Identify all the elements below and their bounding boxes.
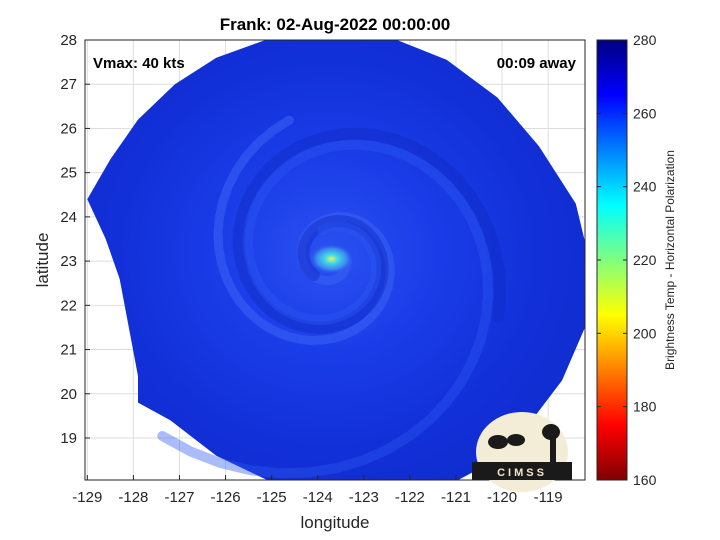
x-tick-label: -129 — [72, 489, 102, 506]
spiral-band — [213, 115, 395, 346]
timing-annotation: 00:09 away — [497, 55, 577, 72]
logo-dish-left — [488, 435, 508, 449]
x-tick-label: -122 — [395, 489, 425, 506]
y-axis: 19 20 21 22 23 24 25 26 27 28 — [60, 32, 90, 447]
vmax-annotation: Vmax: 40 kts — [93, 55, 185, 72]
x-tick-label: -123 — [349, 489, 379, 506]
x-tick-label: -121 — [441, 489, 471, 506]
colorbar — [596, 39, 628, 481]
x-tick-label: -120 — [487, 489, 517, 506]
logo-text: CIMSS — [497, 467, 547, 479]
colorbar-tick-label: 200 — [633, 325, 657, 341]
colorbar-label: Brightness Temp - Horizontal Polarizatio… — [663, 150, 677, 370]
spiral-band — [157, 139, 494, 479]
logo-tower-top — [542, 424, 560, 440]
x-tick-label: -127 — [164, 489, 194, 506]
x-axis: -129 -128 -127 -126 -125 -124 -123 -122 -121 -120… — [72, 475, 563, 506]
y-axis-label: latitude — [33, 233, 52, 288]
y-tick-label: 19 — [60, 430, 77, 447]
x-tick-label: -126 — [211, 489, 241, 506]
plot-frame — [84, 39, 586, 481]
satellite-swath — [87, 40, 585, 480]
y-tick-label: 23 — [60, 253, 77, 270]
x-axis-label: longitude — [300, 513, 369, 532]
logo-banner — [472, 462, 572, 480]
y-tick-label: 26 — [60, 120, 77, 137]
logo-tower — [550, 435, 556, 475]
y-tick-label: 28 — [60, 32, 77, 49]
y-tick-label: 22 — [60, 297, 77, 314]
y-tick-label: 21 — [60, 342, 77, 359]
cimss-logo: CIMSS — [472, 412, 572, 492]
y-tick-label: 25 — [60, 165, 77, 182]
spiral-band — [232, 127, 507, 334]
x-tick-label: -119 — [534, 489, 563, 506]
y-tick-label: 27 — [60, 76, 77, 93]
colorbar-tick-label: 160 — [633, 472, 657, 488]
storm-eye — [309, 243, 354, 274]
y-tick-label: 20 — [60, 386, 77, 403]
colorbar-tick-label: 280 — [633, 32, 657, 48]
colorbar-tick-label: 180 — [633, 399, 657, 415]
chart-title: Frank: 02-Aug-2022 00:00:00 — [220, 15, 451, 34]
spiral-bands — [157, 115, 507, 479]
x-tick-label: -125 — [257, 489, 287, 506]
logo-dish-right — [507, 434, 525, 446]
colorbar-tick-label: 240 — [633, 179, 657, 195]
x-tick-label: -128 — [118, 489, 148, 506]
x-tick-label: -124 — [303, 489, 333, 506]
y-tick-label: 24 — [60, 209, 77, 226]
colorbar-ticks: 160 180 200 220 240 260 280 — [597, 32, 657, 488]
colorbar-tick-label: 220 — [633, 252, 657, 268]
colorbar-tick-label: 260 — [633, 105, 657, 121]
